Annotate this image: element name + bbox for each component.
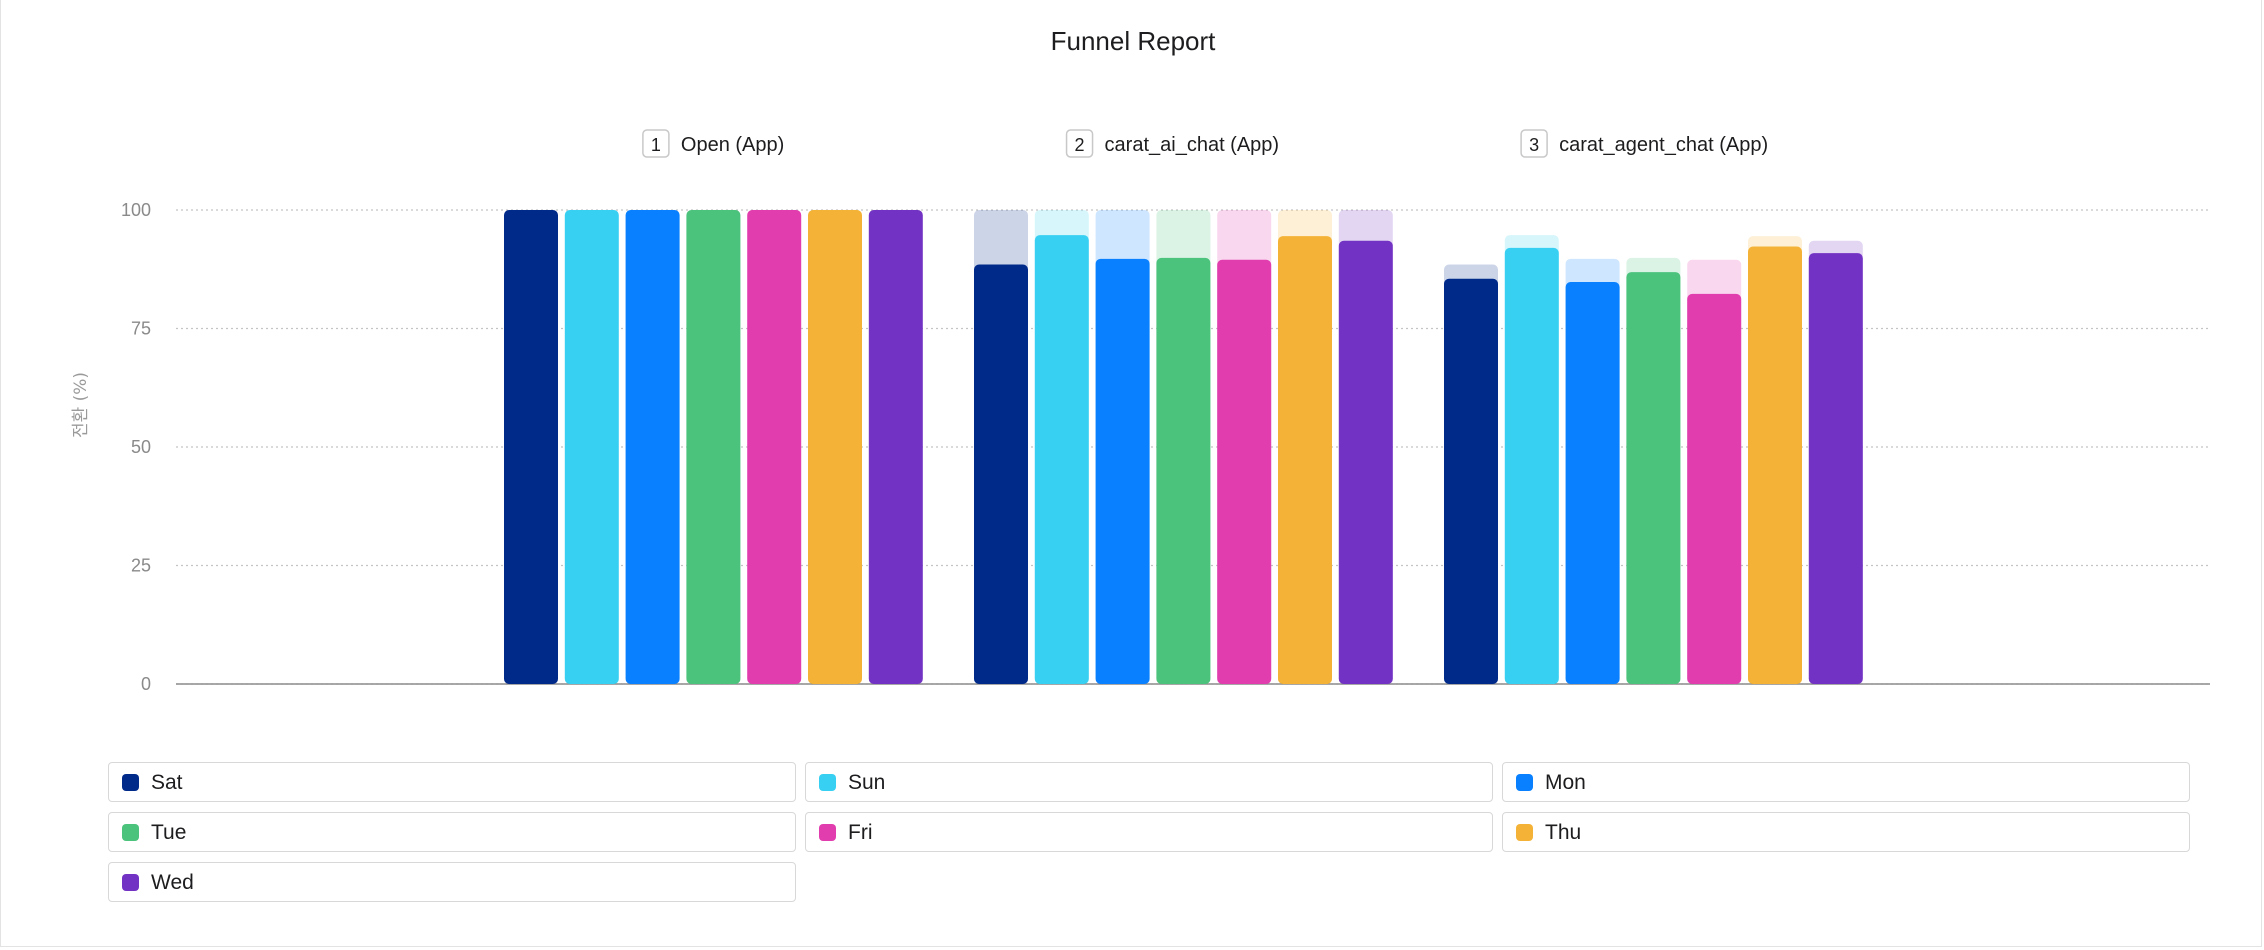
bar-fri	[1217, 259, 1272, 684]
bar-sun	[564, 210, 619, 684]
bar-sat	[1444, 278, 1498, 684]
bar-wed	[1338, 240, 1393, 684]
legend-swatch	[122, 874, 139, 891]
legend-item-mon[interactable]: Mon	[1502, 762, 2190, 802]
legend-label: Sat	[151, 771, 183, 794]
legend-swatch	[819, 824, 836, 841]
step-number: 1	[651, 135, 661, 155]
legend-swatch	[1516, 824, 1533, 841]
legend-swatch	[122, 774, 139, 791]
step-header: carat_ai_chat (App) 2	[1065, 129, 1280, 158]
bar-mon	[1565, 282, 1620, 684]
bar-tue	[1156, 257, 1211, 684]
bar-mon	[1095, 258, 1150, 684]
y-tick-label: 0	[141, 674, 151, 694]
step-number-box	[1520, 129, 1548, 158]
legend-label: Fri	[848, 821, 873, 844]
legend-label: Sun	[848, 771, 886, 794]
legend-label: Wed	[151, 871, 194, 894]
y-tick-label: 75	[131, 319, 151, 339]
legend-item-wed[interactable]: Wed	[108, 862, 796, 902]
bar-fri	[1687, 293, 1742, 684]
legend-item-sat[interactable]: Sat	[108, 762, 796, 802]
legend-item-sun[interactable]: Sun	[805, 762, 1493, 802]
bar-thu	[808, 210, 862, 684]
bar-sat	[974, 264, 1028, 684]
legend-label: Thu	[1545, 821, 1582, 844]
bar-sat	[504, 210, 558, 684]
y-tick-label: 100	[121, 200, 151, 220]
step-header: carat_agent_chat (App) 3	[1520, 129, 1768, 158]
bar-mon	[625, 210, 680, 684]
bar-wed	[868, 210, 923, 684]
bar-thu	[1278, 236, 1332, 684]
y-axis-label: 전환 (%)	[71, 372, 91, 438]
legend-item-tue[interactable]: Tue	[108, 812, 796, 852]
bar-tue	[1626, 272, 1681, 684]
legend-item-thu[interactable]: Thu	[1502, 812, 2190, 852]
bar-tue	[686, 210, 741, 684]
step-header: Open (App) 1	[642, 129, 784, 158]
bar-fri	[747, 210, 802, 684]
legend: Sat Sun Mon Tue Fri Thu Wed	[108, 762, 2190, 902]
legend-label: Mon	[1545, 771, 1586, 794]
legend-label: Tue	[151, 821, 187, 844]
step-number-box	[1065, 129, 1094, 158]
chart-title: Funnel Report	[1051, 26, 1217, 56]
y-tick-label: 50	[131, 437, 151, 457]
funnel-chart: Funnel Report 전환 (%) 0 25 50 75 100 Open (App) 1…	[71, 26, 2210, 694]
step-number-box	[642, 129, 670, 158]
bar-thu	[1748, 246, 1802, 685]
bar-sun	[1504, 247, 1559, 685]
y-tick-label: 25	[131, 556, 151, 576]
step-name: Open (App)	[681, 134, 784, 156]
legend-swatch	[819, 774, 836, 791]
legend-item-fri[interactable]: Fri	[805, 812, 1493, 852]
step-number: 3	[1529, 135, 1539, 155]
legend-swatch	[1516, 774, 1533, 791]
legend-swatch	[122, 824, 139, 841]
bar-sun	[1034, 235, 1089, 684]
bar-wed	[1808, 253, 1863, 684]
step-number: 2	[1075, 135, 1085, 155]
step-name: carat_ai_chat (App)	[1105, 134, 1280, 156]
step-name: carat_agent_chat (App)	[1559, 134, 1768, 156]
